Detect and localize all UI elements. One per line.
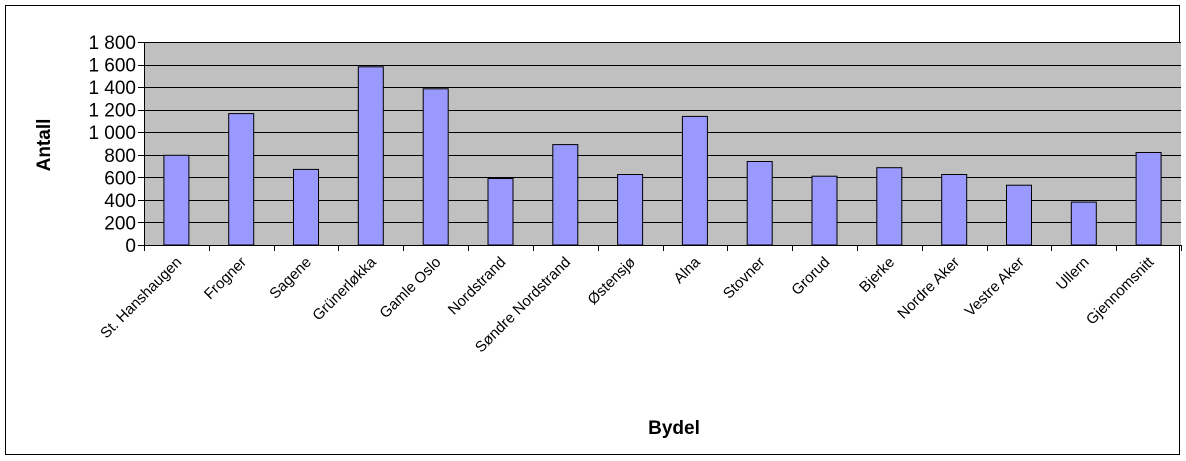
y-tick-label: 1 600: [88, 56, 136, 77]
bar: [746, 161, 773, 246]
bar: [1070, 201, 1097, 246]
bar: [357, 66, 384, 246]
y-tick-label: 600: [104, 168, 136, 189]
bar: [617, 174, 644, 246]
x-category-label: Alna: [670, 253, 704, 287]
bar: [228, 113, 255, 246]
y-tick-label: 1 200: [88, 101, 136, 122]
bars: [163, 66, 1162, 246]
x-category-label: Grünerløkka: [309, 253, 380, 324]
y-tick-label: 200: [104, 213, 136, 234]
y-tick-label: 800: [104, 146, 136, 167]
bar: [487, 178, 514, 246]
y-tick-label: 400: [104, 191, 136, 212]
bar: [811, 175, 838, 246]
x-category-label: Ullern: [1053, 254, 1093, 294]
x-category-label: Bjerke: [856, 254, 898, 296]
y-tick-label: 1 000: [88, 123, 136, 144]
x-category-label: Nordre Aker: [894, 254, 963, 323]
x-category-label: Vestre Aker: [962, 254, 1028, 320]
x-category-label: Sagene: [266, 254, 315, 303]
x-category-label: Stovner: [720, 254, 769, 303]
bar: [1135, 152, 1162, 246]
x-category-label: Østensjø: [584, 254, 638, 308]
x-category-label: Frogner: [201, 254, 250, 303]
x-axis-title: Bydel: [648, 418, 700, 439]
y-tick-label: 1 400: [88, 78, 136, 99]
x-category-label: Nordstrand: [445, 254, 509, 318]
y-tick-label: 0: [125, 236, 136, 257]
bar: [293, 168, 319, 246]
bar: [1006, 184, 1032, 246]
bar: [422, 88, 449, 246]
x-category-label: Gamle Oslo: [376, 254, 444, 322]
y-axis-title: Antall: [34, 119, 55, 172]
bar: [163, 154, 190, 246]
x-category-labels: St. Hanshaugen Frogner SageneGrünerløkkaGa…: [97, 253, 1158, 356]
x-category-label: Grorud: [788, 254, 833, 299]
bar: [941, 174, 968, 246]
y-tick-label: 1 800: [88, 33, 136, 54]
bar: [681, 115, 708, 246]
axes: [138, 42, 1182, 251]
bar: [876, 167, 903, 246]
bar: [552, 144, 579, 246]
x-category-label: St. Hanshaugen: [97, 254, 185, 342]
x-category-label: Gjennomsnitt: [1083, 253, 1158, 328]
